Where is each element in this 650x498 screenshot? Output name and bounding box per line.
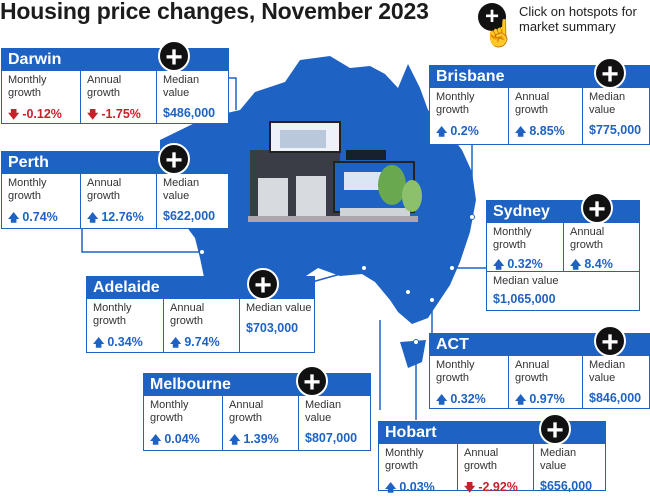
plus-hotspot-icon[interactable]: + — [539, 413, 571, 446]
city-card-darwin: Darwin + Monthly growth 🡇 -0.12% Annual g… — [1, 40, 229, 124]
annual-growth: Annual growth 🡅 12.76% — [80, 174, 156, 228]
house-illustration — [248, 121, 422, 222]
monthly-growth: Monthly growth 🡅 0.32% — [430, 356, 508, 408]
city-card-perth: Perth + Monthly growth 🡅 0.74% Annual gro… — [1, 143, 229, 229]
city-card-brisbane: Brisbane + Monthly growth 🡅 0.2% Annual g… — [429, 57, 650, 145]
median-value: Median value $846,000 — [582, 356, 649, 408]
city-card-act: ACT + Monthly growth 🡅 0.32% Annual growt… — [429, 325, 650, 409]
arrow-up-icon: 🡅 — [170, 337, 182, 349]
annual-growth: Annual growth 🡅 8.85% — [508, 88, 582, 144]
page-title: Housing price changes, November 2023 — [0, 0, 429, 24]
city-card-sydney: Sydney + Monthly growth 🡅 0.32% Annual gr… — [486, 192, 640, 311]
arrow-down-icon: 🡇 — [464, 482, 476, 494]
plus-hotspot-icon[interactable]: + — [158, 40, 190, 73]
hint-text: Click on hotspots for market summary — [519, 4, 637, 34]
monthly-growth: Monthly growth 🡅 0.74% — [2, 174, 80, 228]
city-name: ACT + — [430, 325, 649, 358]
city-name: Perth + — [2, 143, 228, 176]
median-value: Median value $486,000 — [156, 71, 228, 123]
arrow-up-icon: 🡅 — [515, 394, 527, 406]
arrow-up-icon: 🡅 — [436, 394, 448, 406]
city-name: Hobart + — [379, 413, 605, 446]
plus-hotspot-icon[interactable]: + — [581, 192, 613, 225]
median-value: Median value $656,000 — [533, 444, 605, 493]
monthly-growth: Monthly growth 🡅 0.2% — [430, 88, 508, 144]
annual-growth: Annual growth 🡅 0.97% — [508, 356, 582, 408]
city-card-adelaide: Adelaide + Monthly growth 🡅 0.34% Annual … — [86, 268, 315, 353]
city-name: Sydney + — [487, 192, 639, 225]
city-name: Brisbane + — [430, 57, 649, 90]
annual-growth: Annual growth 🡅 8.4% — [563, 223, 639, 271]
arrow-up-icon: 🡅 — [150, 434, 162, 446]
plus-hotspot-icon: + — [478, 3, 506, 31]
median-value: Median value $703,000 — [239, 299, 314, 352]
arrow-down-icon: 🡇 — [8, 109, 20, 121]
arrow-up-icon: 🡅 — [8, 212, 20, 224]
city-card-melbourne: Melbourne + Monthly growth 🡅 0.04% Annual… — [143, 365, 371, 451]
monthly-growth: Monthly growth 🡅 0.04% — [144, 396, 222, 450]
city-name: Darwin + — [2, 40, 228, 73]
median-value: Median value $775,000 — [582, 88, 649, 144]
monthly-growth: Monthly growth 🡇 -0.12% — [2, 71, 80, 123]
city-card-hobart: Hobart + Monthly growth 🡅 0.03% Annual gr… — [378, 413, 606, 494]
plus-hotspot-icon[interactable]: + — [594, 325, 626, 358]
arrow-up-icon: 🡅 — [385, 482, 397, 494]
median-value: Median value $807,000 — [298, 396, 370, 450]
australia-map — [81, 56, 488, 420]
annual-growth: Annual growth 🡅 1.39% — [222, 396, 298, 450]
plus-hotspot-icon[interactable]: + — [296, 365, 328, 398]
arrow-up-icon: 🡅 — [570, 259, 582, 271]
median-value: Median value $622,000 — [156, 174, 228, 228]
arrow-up-icon: 🡅 — [436, 126, 448, 138]
plus-hotspot-icon[interactable]: + — [247, 268, 279, 301]
plus-hotspot-icon[interactable]: + — [594, 57, 626, 90]
arrow-up-icon: 🡅 — [229, 434, 241, 446]
arrow-up-icon: 🡅 — [515, 126, 527, 138]
plus-hotspot-icon[interactable]: + — [158, 143, 190, 176]
monthly-growth: Monthly growth 🡅 0.34% — [87, 299, 163, 352]
arrow-up-icon: 🡅 — [87, 212, 99, 224]
arrow-up-icon: 🡅 — [493, 259, 505, 271]
annual-growth: Annual growth 🡇 -2.92% — [457, 444, 533, 494]
arrow-up-icon: 🡅 — [93, 337, 105, 349]
annual-growth: Annual growth 🡇 -1.75% — [80, 71, 156, 123]
pointer-hand-icon: ☝ — [483, 18, 516, 48]
city-name: Adelaide + — [87, 268, 314, 301]
median-value: Median value $1,065,000 — [487, 271, 639, 306]
annual-growth: Annual growth 🡅 9.74% — [163, 299, 239, 352]
monthly-growth: Monthly growth 🡅 0.03% — [379, 444, 457, 494]
monthly-growth: Monthly growth 🡅 0.32% — [487, 223, 563, 271]
city-name: Melbourne + — [144, 365, 370, 398]
arrow-down-icon: 🡇 — [87, 109, 99, 121]
tasmania — [400, 340, 426, 368]
